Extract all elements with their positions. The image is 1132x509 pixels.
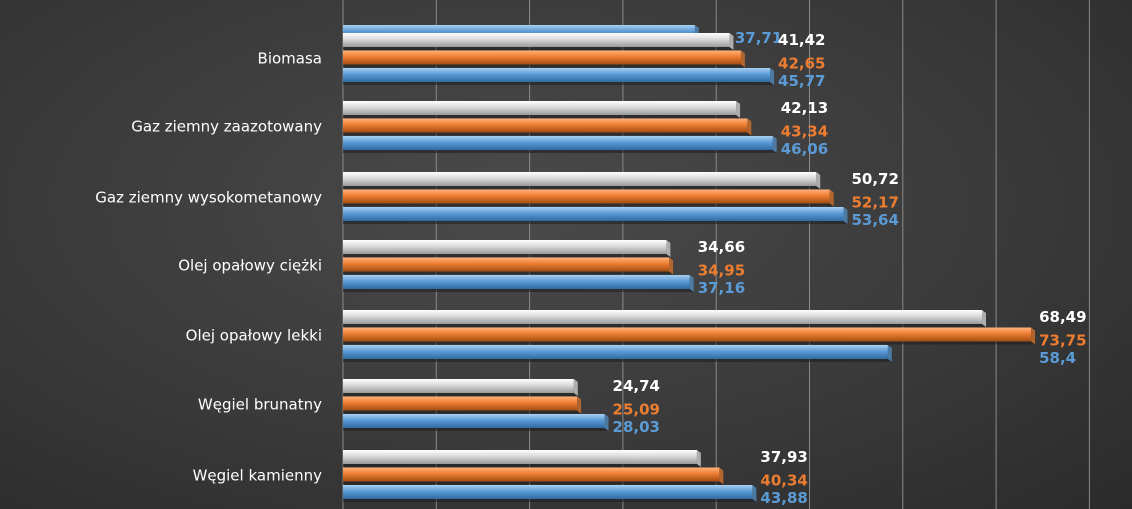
data-label: 40,34 — [760, 472, 807, 490]
data-label: 34,95 — [698, 262, 745, 280]
category-label: Węgiel kamienny — [193, 467, 323, 485]
bar — [343, 50, 741, 65]
category-label: Biomasa — [258, 50, 322, 68]
bar — [343, 379, 574, 393]
bar-end-cap — [772, 136, 777, 153]
data-label: 42,13 — [781, 99, 828, 117]
bar-end-cap — [816, 172, 821, 189]
bar-end-cap — [843, 207, 848, 224]
bar-end-cap — [729, 33, 734, 50]
bar-end-cap — [669, 257, 674, 275]
bar — [343, 189, 830, 204]
data-label: 45,77 — [778, 72, 825, 90]
category-label: Węgiel brunatny — [198, 396, 322, 414]
data-label: 73,75 — [1039, 332, 1086, 350]
bar — [343, 257, 670, 272]
bar — [343, 118, 748, 133]
bar-end-cap — [577, 396, 582, 414]
bar-end-cap — [736, 101, 741, 118]
bar — [343, 101, 737, 115]
bar — [343, 467, 720, 482]
bar — [343, 327, 1032, 342]
bar — [343, 414, 605, 428]
bar-end-cap — [747, 118, 752, 136]
data-label: 52,17 — [851, 194, 898, 212]
bar-end-cap — [887, 345, 892, 362]
bar-end-cap — [982, 310, 987, 327]
data-label: 41,42 — [778, 31, 825, 49]
data-label: 37,71 — [735, 29, 782, 47]
data-label: 46,06 — [781, 140, 828, 158]
category-label: Olej opałowy ciężki — [178, 257, 322, 275]
bar — [343, 207, 844, 221]
bar-end-cap — [604, 414, 609, 431]
bar — [343, 275, 690, 289]
bar — [343, 240, 667, 254]
bar — [343, 33, 730, 47]
data-label: 50,72 — [851, 170, 898, 188]
category-label: Gaz ziemny zaazotowany — [131, 118, 322, 136]
bar-end-cap — [740, 50, 745, 68]
data-label: 37,16 — [698, 279, 745, 297]
data-label: 58,4 — [1039, 349, 1076, 367]
data-label: 43,88 — [760, 489, 807, 507]
bar — [343, 172, 817, 186]
data-label: 24,74 — [613, 377, 660, 395]
data-label: 53,64 — [851, 211, 898, 229]
bar — [343, 396, 578, 411]
category-label: Olej opałowy lekki — [186, 327, 322, 345]
bar-end-cap — [752, 485, 757, 502]
bar — [343, 450, 697, 464]
bar — [343, 310, 983, 324]
bar — [343, 485, 753, 499]
data-label: 37,93 — [760, 448, 807, 466]
bar-end-cap — [666, 240, 671, 257]
bar-end-cap — [696, 450, 701, 467]
data-label: 42,65 — [778, 55, 825, 73]
bar — [343, 345, 888, 359]
bar — [343, 136, 773, 150]
bar-end-cap — [573, 379, 578, 396]
data-label: 43,34 — [781, 123, 828, 141]
bar-end-cap — [1031, 327, 1036, 345]
data-label: 25,09 — [613, 401, 660, 419]
data-label: 28,03 — [613, 418, 660, 436]
bar-end-cap — [689, 275, 694, 292]
bar-end-cap — [829, 189, 834, 207]
data-label: 68,49 — [1039, 308, 1086, 326]
bar-end-cap — [770, 68, 775, 85]
category-label: Gaz ziemny wysokometanowy — [95, 189, 322, 207]
bar-end-cap — [719, 467, 724, 485]
bar — [343, 68, 771, 82]
data-label: 34,66 — [698, 238, 745, 256]
